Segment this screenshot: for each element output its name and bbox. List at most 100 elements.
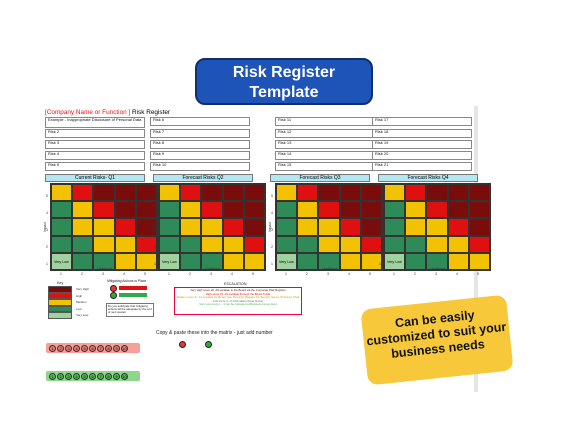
matrix-cell[interactable] xyxy=(339,235,361,253)
matrix-cell[interactable] xyxy=(468,252,490,270)
risk-input[interactable]: Risk 9 xyxy=(150,151,250,160)
matrix-cell[interactable] xyxy=(222,201,244,219)
matrix-cell[interactable] xyxy=(360,218,382,236)
matrix-cell[interactable] xyxy=(276,218,298,236)
matrix-cell[interactable] xyxy=(93,235,115,253)
matrix-cell[interactable] xyxy=(114,252,136,270)
matrix-cell[interactable] xyxy=(51,184,73,202)
matrix-cell[interactable] xyxy=(222,218,244,236)
matrix-cell[interactable] xyxy=(318,184,340,202)
matrix-cell[interactable] xyxy=(468,184,490,202)
matrix-cell[interactable] xyxy=(297,235,319,253)
matrix-cell[interactable] xyxy=(135,201,157,219)
matrix-cell[interactable] xyxy=(51,201,73,219)
matrix-cell[interactable] xyxy=(318,235,340,253)
matrix-cell[interactable] xyxy=(159,218,181,236)
matrix-cell[interactable] xyxy=(243,201,265,219)
matrix-cell[interactable] xyxy=(135,218,157,236)
matrix-cell[interactable] xyxy=(426,218,448,236)
matrix-cell[interactable] xyxy=(222,235,244,253)
risk-input[interactable]: Risk 4 xyxy=(45,151,145,160)
matrix-cell[interactable] xyxy=(159,201,181,219)
matrix-cell[interactable] xyxy=(135,252,157,270)
risk-input[interactable]: Risk 17 xyxy=(372,117,472,126)
risk-input[interactable]: Risk 8 xyxy=(150,140,250,149)
matrix-cell[interactable] xyxy=(243,252,265,270)
matrix-cell[interactable] xyxy=(93,201,115,219)
number-marker[interactable]: 9 xyxy=(113,372,120,380)
matrix-cell[interactable] xyxy=(180,201,202,219)
matrix-cell[interactable] xyxy=(360,184,382,202)
matrix-cell[interactable] xyxy=(135,235,157,253)
matrix-cell[interactable] xyxy=(276,235,298,253)
matrix-cell[interactable] xyxy=(159,184,181,202)
matrix-cell[interactable] xyxy=(201,235,223,253)
number-marker[interactable]: 3 xyxy=(65,372,72,380)
matrix-cell[interactable] xyxy=(243,184,265,202)
matrix-cell[interactable] xyxy=(201,184,223,202)
number-marker[interactable]: 1 xyxy=(49,372,56,380)
matrix-cell[interactable] xyxy=(384,184,406,202)
matrix-cell[interactable] xyxy=(405,184,427,202)
matrix-cell[interactable] xyxy=(384,201,406,219)
matrix-cell[interactable] xyxy=(360,252,382,270)
matrix-cell[interactable] xyxy=(468,235,490,253)
matrix-cell[interactable] xyxy=(468,218,490,236)
matrix-cell[interactable] xyxy=(243,235,265,253)
matrix-cell[interactable] xyxy=(93,184,115,202)
matrix-cell[interactable] xyxy=(339,184,361,202)
number-marker[interactable]: 1 xyxy=(49,344,56,352)
number-marker[interactable]: 3 xyxy=(65,344,72,352)
matrix-cell[interactable] xyxy=(297,201,319,219)
matrix-cell[interactable] xyxy=(114,184,136,202)
matrix-cell[interactable] xyxy=(72,201,94,219)
risk-input[interactable]: Risk 15 xyxy=(275,162,375,171)
number-marker[interactable]: 5 xyxy=(81,372,88,380)
number-marker[interactable]: 4 xyxy=(73,344,80,352)
risk-input[interactable]: Risk 20 xyxy=(372,151,472,160)
matrix-cell[interactable] xyxy=(468,201,490,219)
risk-input[interactable]: Risk 12 xyxy=(275,129,375,138)
matrix-cell[interactable] xyxy=(405,235,427,253)
matrix-cell[interactable] xyxy=(72,218,94,236)
matrix-cell[interactable] xyxy=(297,252,319,270)
red-sample-dot[interactable] xyxy=(179,341,186,348)
matrix-cell[interactable] xyxy=(72,252,94,270)
risk-input[interactable]: Risk 3 xyxy=(45,140,145,149)
matrix-cell[interactable] xyxy=(93,218,115,236)
matrix-cell[interactable] xyxy=(318,252,340,270)
matrix-cell[interactable] xyxy=(276,184,298,202)
risk-input[interactable]: Risk 11 xyxy=(275,117,375,126)
risk-input[interactable]: Risk 13 xyxy=(275,140,375,149)
matrix-cell[interactable] xyxy=(201,252,223,270)
matrix-cell[interactable] xyxy=(276,201,298,219)
matrix-cell[interactable] xyxy=(114,218,136,236)
matrix-cell[interactable] xyxy=(447,201,469,219)
number-marker[interactable]: 8 xyxy=(105,344,112,352)
risk-input[interactable]: Risk 21 xyxy=(372,162,472,171)
matrix-cell[interactable] xyxy=(405,201,427,219)
matrix-cell[interactable] xyxy=(180,184,202,202)
matrix-cell[interactable] xyxy=(426,184,448,202)
matrix-cell[interactable] xyxy=(447,218,469,236)
risk-input[interactable]: Risk 5 xyxy=(45,162,145,171)
matrix-cell[interactable]: Very Low xyxy=(276,252,298,270)
matrix-cell[interactable] xyxy=(201,201,223,219)
matrix-cell[interactable] xyxy=(318,218,340,236)
number-marker[interactable]: 5 xyxy=(81,344,88,352)
risk-input[interactable]: Risk 14 xyxy=(275,151,375,160)
number-marker[interactable]: 6 xyxy=(89,344,96,352)
matrix-cell[interactable] xyxy=(114,235,136,253)
matrix-cell[interactable] xyxy=(51,218,73,236)
matrix-cell[interactable] xyxy=(135,184,157,202)
matrix-cell[interactable] xyxy=(384,235,406,253)
matrix-cell[interactable] xyxy=(447,235,469,253)
matrix-cell[interactable] xyxy=(339,218,361,236)
matrix-cell[interactable] xyxy=(297,184,319,202)
number-marker[interactable]: 4 xyxy=(73,372,80,380)
matrix-cell[interactable] xyxy=(93,252,115,270)
matrix-cell[interactable]: Very Low xyxy=(159,252,181,270)
matrix-cell[interactable] xyxy=(360,235,382,253)
matrix-cell[interactable] xyxy=(180,235,202,253)
matrix-cell[interactable] xyxy=(360,201,382,219)
